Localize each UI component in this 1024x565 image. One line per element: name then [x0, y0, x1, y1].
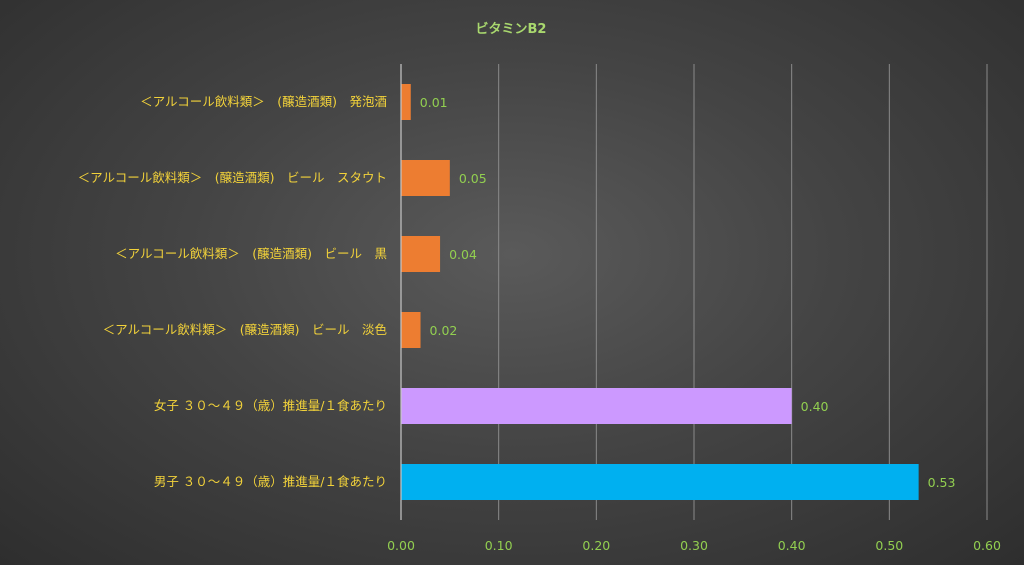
- category-label: 男子 ３０～４９（歳）推進量/１食あたり: [154, 474, 387, 489]
- bars: 0.01 0.05 0.04 0.02 0.40 0.53: [401, 84, 955, 500]
- x-tick-label: 0.40: [778, 538, 806, 553]
- x-tick-label: 0.60: [973, 538, 1001, 553]
- x-tick-label: 0.10: [485, 538, 513, 553]
- category-labels: ＜アルコール飲料類＞ (醸造酒類) 発泡酒 ＜アルコール飲料類＞ (醸造酒類) ビ…: [78, 94, 388, 489]
- bar: [401, 160, 450, 196]
- data-label: 0.02: [430, 323, 458, 338]
- category-label: ＜アルコール飲料類＞ (醸造酒類) 発泡酒: [140, 94, 387, 109]
- data-label: 0.04: [449, 247, 477, 262]
- category-label: 女子 ３０～４９（歳）推進量/１食あたり: [154, 398, 387, 413]
- data-label: 0.53: [928, 475, 956, 490]
- category-label: ＜アルコール飲料類＞ (醸造酒類) ビール 黒: [115, 246, 387, 261]
- data-label: 0.05: [459, 171, 487, 186]
- gridlines: [498, 64, 988, 520]
- bar: [401, 388, 792, 424]
- chart-title: ビタミンB2: [476, 21, 547, 37]
- category-label: ＜アルコール飲料類＞ (醸造酒類) ビール スタウト: [78, 170, 387, 185]
- x-tick-label: 0.50: [875, 538, 903, 553]
- bar: [401, 236, 441, 272]
- data-label: 0.40: [801, 399, 829, 414]
- category-label: ＜アルコール飲料類＞ (醸造酒類) ビール 淡色: [103, 322, 388, 337]
- x-tick-label: 0.30: [680, 538, 708, 553]
- bar: [401, 464, 919, 500]
- x-tick-label: 0.00: [387, 538, 415, 553]
- x-axis-ticks: 0.00 0.10 0.20 0.30 0.40 0.50 0.60: [387, 538, 1001, 553]
- x-tick-label: 0.20: [582, 538, 610, 553]
- bar: [401, 312, 421, 348]
- data-label: 0.01: [420, 95, 448, 110]
- bar: [401, 84, 411, 120]
